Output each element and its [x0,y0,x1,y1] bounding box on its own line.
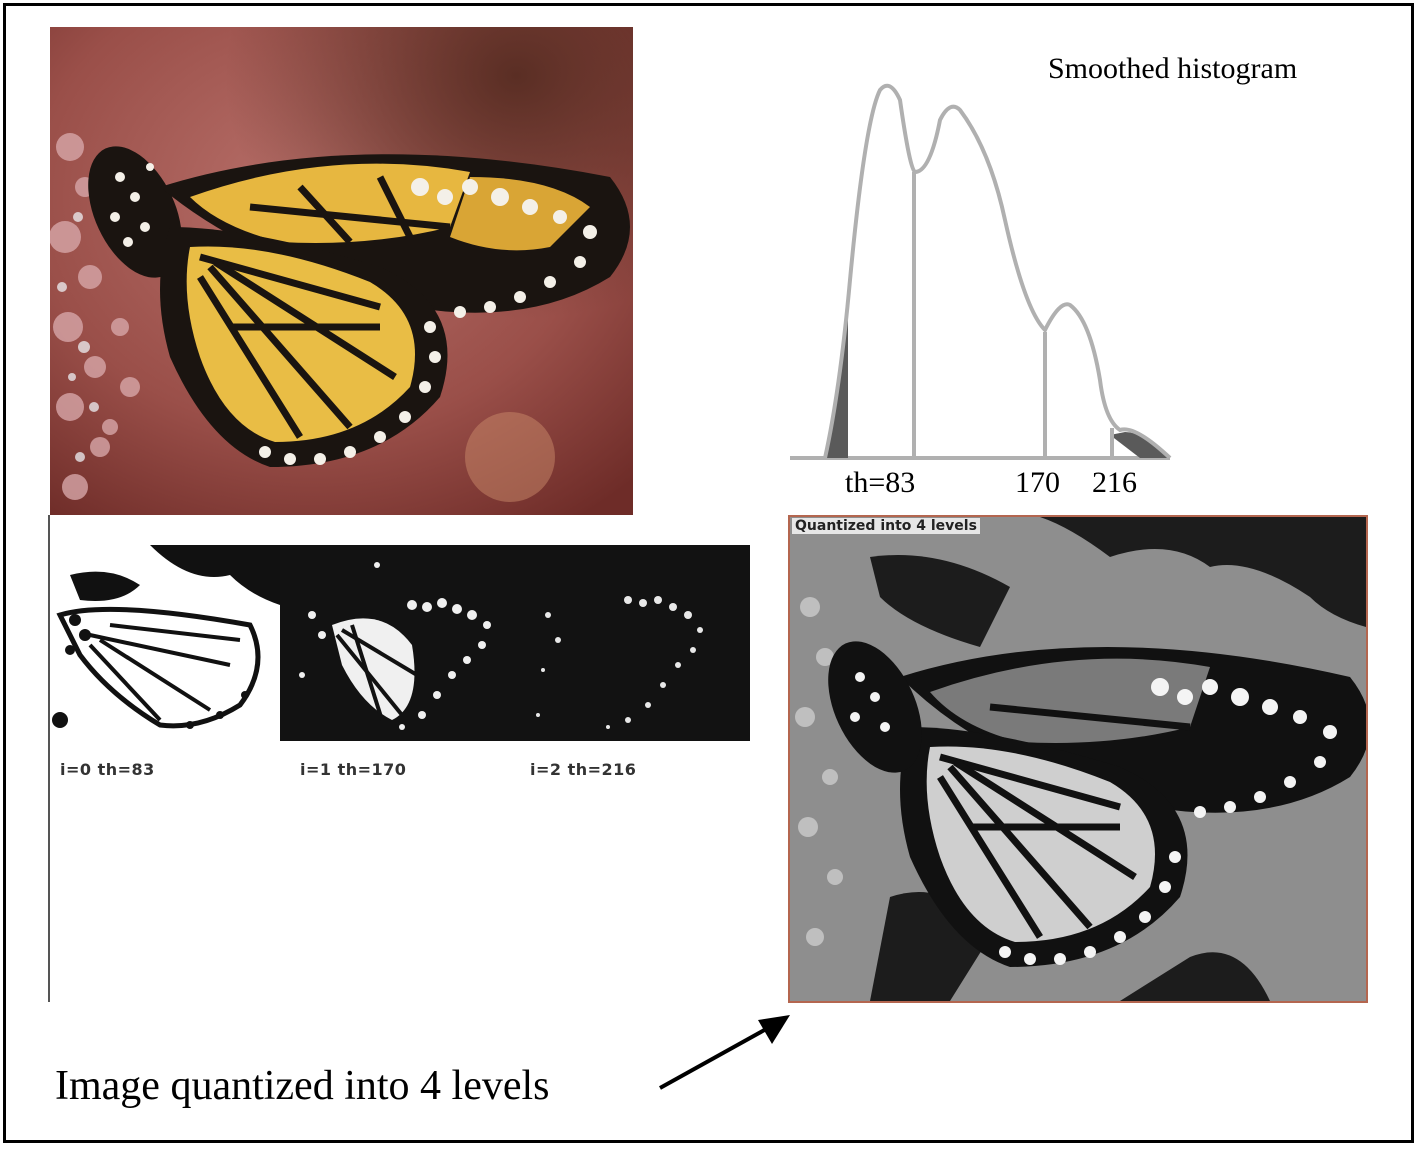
arrow-icon [659,1015,790,1090]
smoothed-histogram [790,83,1172,460]
left-border-line [48,515,50,1002]
caption: Image quantized into 4 levels [55,1063,550,1109]
figure-frame [3,3,1414,1143]
binary-label-1: i=1 th=170 [300,760,407,779]
histogram-curve [823,83,1172,460]
histogram-left-tail [825,300,848,458]
binary-label-2: i=2 th=216 [530,760,637,779]
quantized-image: Quantized into 4 levels [788,515,1368,1003]
binary-image-th83 [50,545,280,741]
original-butterfly-image [50,27,633,515]
binary-images-strip [50,545,750,741]
histogram-right-tail [1110,432,1170,458]
threshold-label-170: 170 [1015,466,1060,499]
quantized-image-tag: Quantized into 4 levels [792,518,980,534]
histogram-title: Smoothed histogram [1048,52,1298,85]
binary-label-0: i=0 th=83 [60,760,155,779]
binary-image-th216 [518,545,750,741]
threshold-label-83: th=83 [845,466,916,499]
binary-image-th170 [282,545,516,741]
threshold-label-216: 216 [1092,466,1137,499]
